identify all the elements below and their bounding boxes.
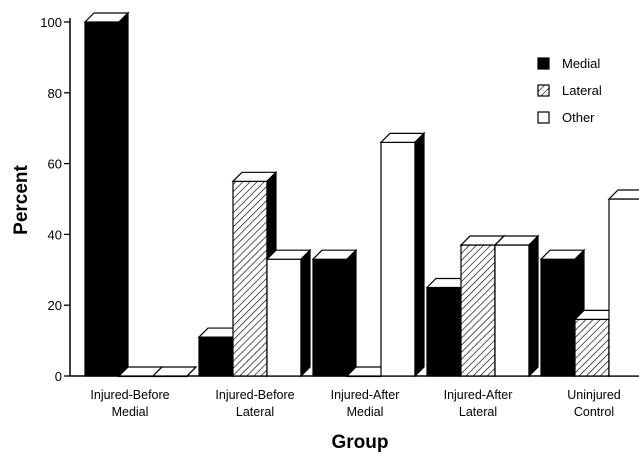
legend-label: Medial bbox=[562, 56, 600, 71]
y-axis-title: Percent bbox=[11, 164, 32, 234]
y-tick-label: 80 bbox=[48, 86, 62, 101]
legend-swatch bbox=[537, 84, 550, 97]
bar bbox=[265, 248, 312, 378]
legend: Medial Lateral Other bbox=[537, 56, 602, 125]
bar-front bbox=[426, 286, 462, 377]
x-tick-label: Injured-After bbox=[331, 388, 400, 402]
bar-front bbox=[574, 318, 610, 377]
bar-front bbox=[460, 244, 496, 377]
x-tick-label: Medial bbox=[347, 405, 384, 419]
category-labels: Injured-Before Medial Injured-Before Latera… bbox=[90, 388, 620, 419]
y-tick-label: 40 bbox=[48, 227, 62, 242]
bar-front bbox=[198, 336, 234, 377]
bar bbox=[607, 189, 639, 377]
legend-label: Other bbox=[562, 110, 595, 125]
bar-front bbox=[266, 258, 302, 377]
bar-top bbox=[607, 189, 639, 200]
bar-front bbox=[232, 180, 268, 377]
bar-side bbox=[528, 234, 539, 378]
x-tick-label: Lateral bbox=[459, 405, 497, 419]
x-tick-label: Medial bbox=[112, 405, 149, 419]
bar-front bbox=[608, 198, 639, 377]
x-tick-label: Injured-Before bbox=[215, 388, 294, 402]
bar-front bbox=[540, 258, 576, 377]
legend-swatch bbox=[537, 57, 550, 70]
legend-label: Lateral bbox=[562, 83, 602, 98]
y-tick-label: 60 bbox=[48, 157, 62, 172]
bar bbox=[379, 131, 426, 378]
x-tick-label: Injured-Before bbox=[90, 388, 169, 402]
bar-front bbox=[312, 258, 348, 377]
y-tick-label: 0 bbox=[55, 369, 62, 384]
x-tick-label: Lateral bbox=[236, 405, 274, 419]
bar bbox=[311, 248, 358, 378]
legend-swatch bbox=[537, 111, 550, 124]
bar bbox=[83, 11, 130, 378]
x-axis-title: Group bbox=[332, 432, 389, 453]
bars bbox=[83, 11, 639, 378]
bar-side bbox=[346, 248, 357, 378]
bar bbox=[493, 234, 540, 378]
bar-front bbox=[494, 244, 530, 377]
y-tick-label: 20 bbox=[48, 298, 62, 313]
bar-side bbox=[118, 11, 129, 378]
bar-side bbox=[414, 131, 425, 378]
bar-front bbox=[84, 21, 120, 377]
bar-side bbox=[186, 366, 197, 377]
bar bbox=[151, 366, 198, 378]
x-tick-label: Injured-After bbox=[444, 388, 513, 402]
x-tick-label: Uninjured bbox=[567, 388, 621, 402]
bar-side bbox=[300, 248, 311, 378]
y-tick-label: 100 bbox=[40, 15, 62, 30]
bar-front bbox=[380, 141, 416, 377]
x-tick-label: Control bbox=[574, 405, 614, 419]
